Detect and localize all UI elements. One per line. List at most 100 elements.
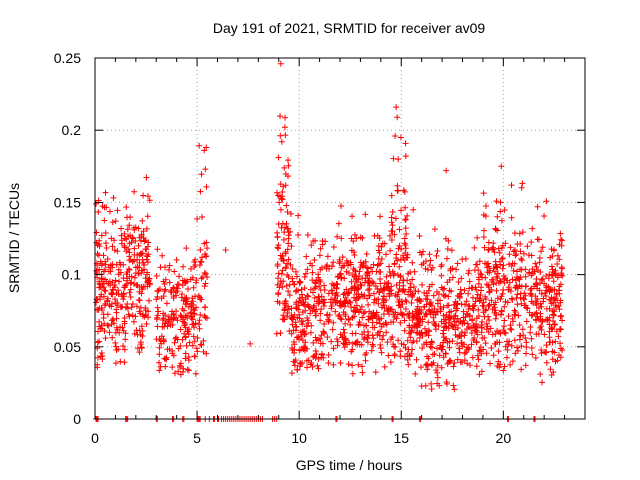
- data-point: [426, 300, 433, 307]
- data-point: [512, 311, 519, 318]
- data-point: [394, 291, 401, 298]
- data-point: [146, 297, 153, 304]
- data-point: [422, 310, 429, 317]
- data-point: [487, 325, 494, 332]
- data-point: [143, 174, 150, 181]
- data-point: [426, 307, 433, 314]
- data-point: [304, 364, 311, 371]
- data-point: [427, 257, 434, 264]
- data-point: [522, 283, 529, 290]
- data-point: [351, 231, 358, 238]
- data-point: [121, 318, 128, 325]
- data-point: [483, 350, 490, 357]
- data-point: [502, 330, 509, 337]
- data-point: [347, 261, 354, 268]
- data-point: [539, 317, 546, 324]
- data-point: [298, 332, 305, 339]
- data-point: [166, 346, 173, 353]
- data-point: [432, 311, 439, 318]
- data-point: [295, 306, 302, 313]
- data-point: [551, 321, 558, 328]
- data-point: [556, 283, 563, 290]
- data-point: [353, 339, 360, 346]
- data-point: [334, 233, 341, 240]
- data-point: [137, 304, 144, 311]
- data-point: [352, 330, 359, 337]
- data-point: [118, 304, 125, 311]
- data-point: [458, 290, 465, 297]
- data-point: [359, 369, 366, 376]
- data-point: [310, 353, 317, 360]
- data-point: [388, 228, 395, 235]
- data-point: [279, 316, 286, 323]
- data-point: [440, 330, 447, 337]
- data-point: [440, 327, 447, 334]
- data-point: [143, 321, 150, 328]
- data-point: [482, 307, 489, 314]
- data-point: [536, 259, 543, 266]
- data-point: [97, 325, 104, 332]
- data-point: [483, 306, 490, 313]
- data-point: [541, 349, 548, 356]
- data-point: [421, 289, 428, 296]
- data-point: [340, 291, 347, 298]
- data-point: [177, 326, 184, 333]
- data-point: [508, 182, 515, 189]
- data-point: [527, 329, 534, 336]
- data-point: [401, 327, 408, 334]
- data-point: [113, 290, 120, 297]
- data-point: [196, 325, 203, 332]
- data-point: [127, 286, 134, 293]
- data-point: [370, 261, 377, 268]
- data-point: [428, 338, 435, 345]
- data-point: [405, 270, 412, 277]
- data-point: [405, 346, 412, 353]
- data-point: [274, 298, 281, 305]
- data-point: [390, 311, 397, 318]
- data-point: [363, 251, 370, 258]
- data-point: [102, 300, 109, 307]
- data-point: [499, 290, 506, 297]
- data-point: [401, 317, 408, 324]
- data-point: [559, 237, 566, 244]
- data-point: [518, 255, 525, 262]
- data-point: [442, 337, 449, 344]
- data-point: [193, 277, 200, 284]
- data-point: [337, 270, 344, 277]
- data-point: [430, 292, 437, 299]
- data-point: [344, 300, 351, 307]
- data-point: [557, 345, 564, 352]
- data-point: [135, 296, 142, 303]
- data-point: [484, 323, 491, 330]
- data-point: [380, 293, 387, 300]
- data-point: [543, 359, 550, 366]
- data-point: [428, 385, 435, 392]
- data-point: [422, 295, 429, 302]
- data-point: [437, 308, 444, 315]
- data-point: [317, 286, 324, 293]
- data-point: [438, 318, 445, 325]
- data-point: [98, 275, 105, 282]
- data-point: [486, 360, 493, 367]
- data-point: [396, 226, 403, 233]
- data-point: [491, 268, 498, 275]
- data-point: [328, 338, 335, 345]
- data-point: [499, 265, 506, 272]
- data-point: [118, 240, 125, 247]
- data-point: [121, 359, 128, 366]
- data-point: [109, 291, 116, 298]
- data-point: [385, 283, 392, 290]
- data-point: [473, 286, 480, 293]
- data-point: [180, 365, 187, 372]
- data-point: [104, 297, 111, 304]
- data-point: [401, 240, 408, 247]
- data-point: [401, 188, 408, 195]
- data-point: [476, 258, 483, 265]
- data-point: [280, 312, 287, 319]
- data-point: [480, 299, 487, 306]
- data-point: [546, 314, 553, 321]
- data-point: [493, 198, 500, 205]
- data-point: [289, 321, 296, 328]
- data-point: [309, 363, 316, 370]
